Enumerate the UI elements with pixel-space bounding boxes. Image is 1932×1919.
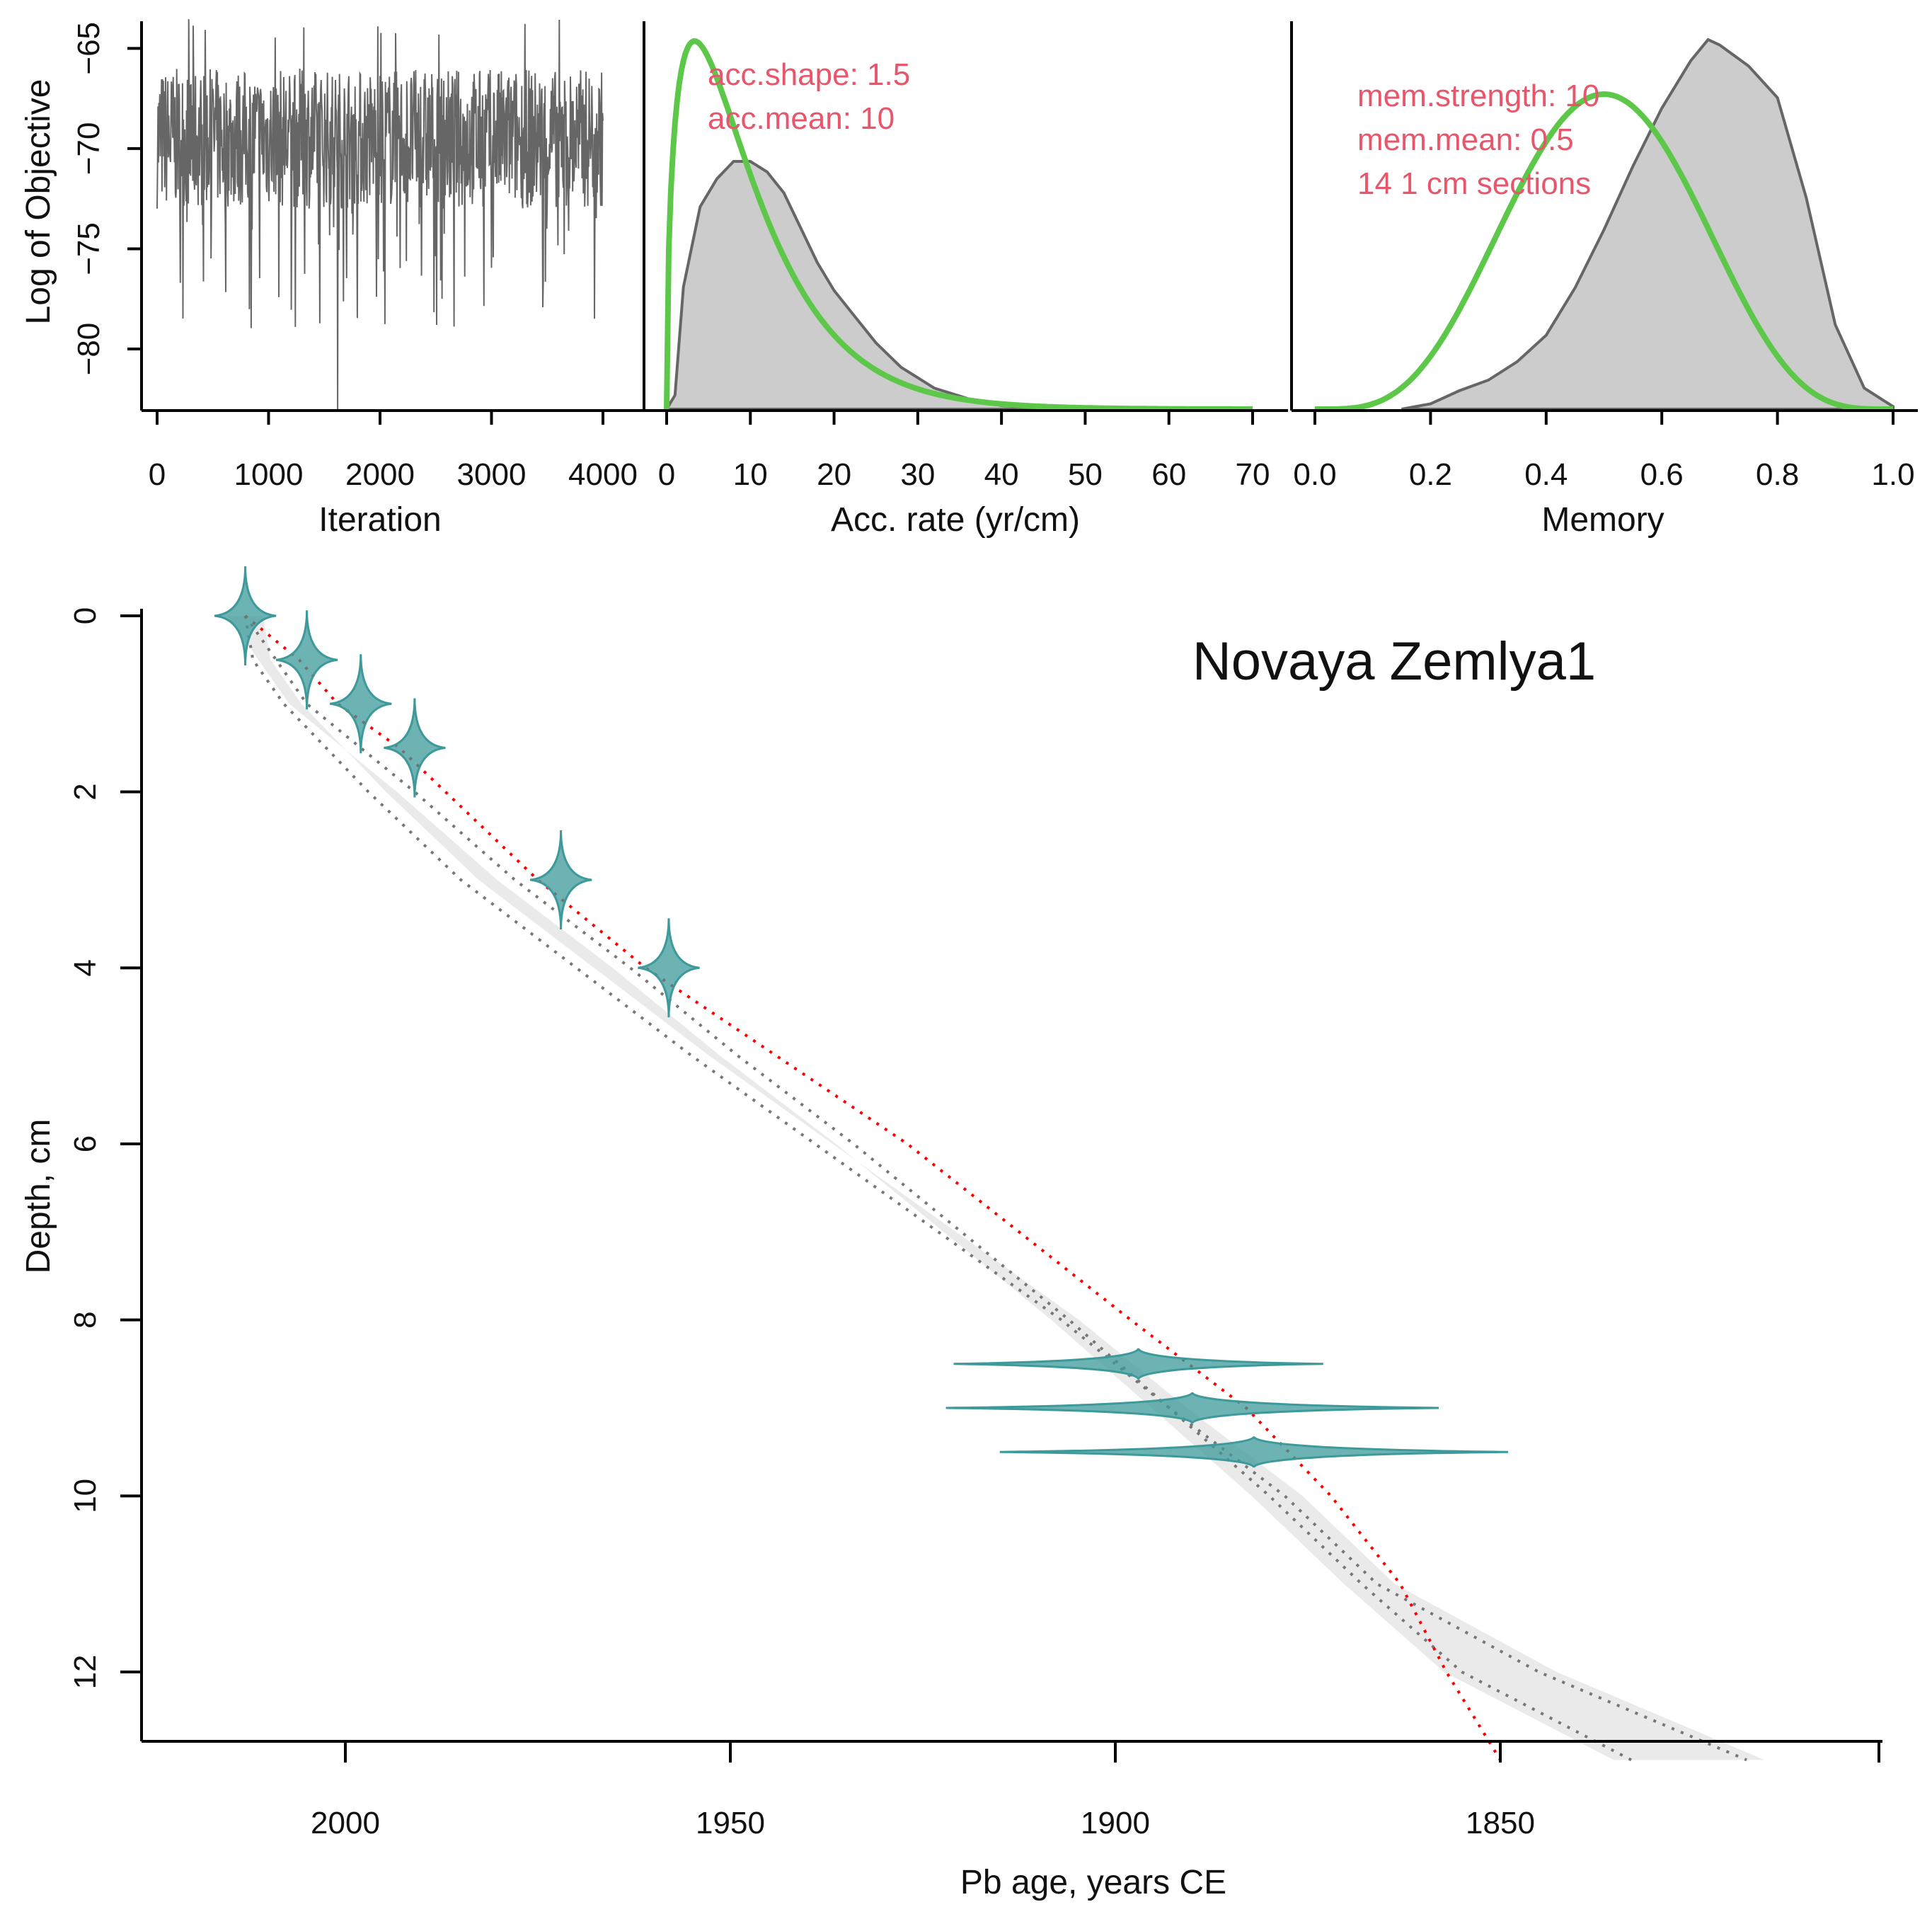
- iteration-y-tick-label: −65: [71, 22, 106, 75]
- dated-sample-marker: [945, 1392, 1439, 1424]
- acc-rate-x-tick-label: 40: [984, 457, 1019, 492]
- memory-panel: 0.0 0.2 0.4 0.6 0.8 1.0 Memory mem.strength: …: [1290, 21, 1918, 539]
- mem-posterior-area: [1401, 38, 1894, 411]
- iteration-x-tick-label: 4000: [568, 457, 638, 492]
- age-depth-title: Novaya Zemlya1: [1192, 631, 1596, 692]
- iteration-x-tick-label: 2000: [345, 457, 415, 492]
- mem-prior-curve: [1315, 91, 1893, 412]
- acc-rate-x-title: Acc. rate (yr/cm): [831, 501, 1080, 539]
- acc-mean-annotation: acc.mean: 10: [708, 101, 895, 136]
- acc-rate-x-tick-label: 30: [900, 457, 935, 492]
- age-x-tick-label: 1850: [1466, 1806, 1535, 1840]
- age-depth-panel: 2000 1950 1900 1850 0 2 4 6 8 10 12 Novaya Zemlya…: [20, 566, 1882, 1901]
- dated-sample-marker: [384, 698, 446, 798]
- dated-sample-marker: [275, 610, 338, 710]
- age-x-tick-label: 2000: [311, 1806, 380, 1840]
- age-x-tick-label: 1950: [696, 1806, 765, 1840]
- depth-y-tick-label: 6: [68, 1135, 103, 1152]
- acc-rate-x-tick-label: 20: [817, 457, 851, 492]
- young-boundary-line: [243, 615, 1747, 1762]
- depth-y-tick-label: 2: [68, 783, 103, 800]
- depth-y-tick-label: 0: [68, 607, 103, 624]
- trace-line: [156, 19, 604, 410]
- memory-x-tick-label: 0.8: [1756, 457, 1799, 492]
- iteration-y-title: Log of Objective: [20, 79, 57, 325]
- memory-x-tick-label: 0.2: [1409, 457, 1452, 492]
- dated-sample-marker: [999, 1436, 1508, 1468]
- acc-rate-x-tick-label: 50: [1068, 457, 1103, 492]
- acc-rate-x-tick-label: 0: [658, 457, 675, 492]
- dated-sample-marker: [529, 830, 592, 930]
- iteration-y-tick-label: −75: [71, 222, 106, 275]
- dated-sample-marker: [330, 654, 392, 754]
- depth-y-tick-label: 10: [68, 1479, 103, 1513]
- memory-x-title: Memory: [1541, 501, 1664, 539]
- memory-x-tick-label: 1.0: [1871, 457, 1914, 492]
- iteration-x-title: Iteration: [318, 501, 441, 539]
- dated-samples: [214, 566, 1508, 1468]
- mean-age-line: [244, 614, 1502, 1761]
- mem-strength-annotation: mem.strength: 10: [1357, 79, 1599, 113]
- memory-axes: [1290, 21, 1918, 412]
- sections-annotation: 14 1 cm sections: [1357, 166, 1591, 201]
- memory-x-tick-label: 0.0: [1293, 457, 1336, 492]
- age-depth-axes: [140, 609, 1882, 1743]
- depth-y-title: Depth, cm: [20, 1119, 57, 1274]
- dated-sample-marker: [638, 918, 700, 1018]
- age-x-tick-label: 1900: [1081, 1806, 1150, 1840]
- iteration-y-tick-label: −70: [71, 122, 106, 176]
- depth-y-tick-label: 12: [68, 1655, 103, 1690]
- depth-y-tick-label: 4: [68, 959, 103, 976]
- iteration-panel: 0 1000 2000 3000 4000 −65 −70 −75 −80 Iteration…: [20, 19, 644, 539]
- iteration-x-tick-label: 1000: [234, 457, 304, 492]
- acc-posterior-area: [664, 160, 1253, 411]
- depth-y-tick-label: 8: [68, 1311, 103, 1328]
- acc-shape-annotation: acc.shape: 1.5: [708, 57, 910, 92]
- age-model-band: [227, 616, 1765, 1760]
- acc-rate-panel: 0 10 20 30 40 50 60 70 Acc. rate (yr/cm) acc.sh…: [643, 21, 1288, 539]
- mem-mean-annotation: mem.mean: 0.5: [1357, 122, 1574, 157]
- memory-x-tick-label: 0.6: [1640, 457, 1684, 492]
- acc-rate-x-tick-label: 70: [1236, 457, 1270, 492]
- acc-rate-x-tick-label: 60: [1151, 457, 1186, 492]
- memory-x-tick-label: 0.4: [1524, 457, 1568, 492]
- iteration-x-tick-label: 3000: [457, 457, 527, 492]
- dated-sample-marker: [214, 566, 277, 666]
- old-boundary-line: [243, 614, 1632, 1762]
- iteration-y-tick-label: −80: [71, 323, 106, 376]
- acc-prior-curve: [664, 38, 1253, 412]
- age-x-title: Pb age, years CE: [960, 1864, 1226, 1901]
- acc-rate-x-tick-label: 10: [733, 457, 768, 492]
- iteration-x-tick-label: 0: [149, 457, 166, 492]
- dated-sample-marker: [953, 1348, 1323, 1380]
- iteration-x-axis: [140, 21, 644, 412]
